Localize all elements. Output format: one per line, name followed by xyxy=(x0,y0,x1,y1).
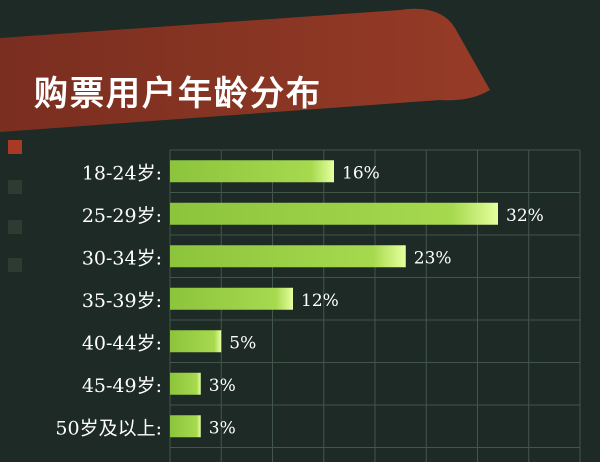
bar xyxy=(170,245,406,268)
chart-title: 购票用户年龄分布 xyxy=(34,74,322,114)
legend-square xyxy=(8,258,22,272)
category-label: 25-29岁: xyxy=(82,205,162,227)
bar xyxy=(170,372,201,395)
category-label: 50岁及以上: xyxy=(55,417,162,439)
value-label: 5% xyxy=(229,333,256,353)
category-label: 30-34岁: xyxy=(82,247,162,269)
category-label: 40-44岁: xyxy=(82,332,162,354)
category-label: 35-39岁: xyxy=(82,290,162,312)
value-label: 3% xyxy=(209,418,236,438)
legend-square xyxy=(8,180,22,194)
bar xyxy=(170,202,498,225)
value-label: 12% xyxy=(301,291,339,311)
bar xyxy=(170,330,222,353)
value-label: 23% xyxy=(414,248,452,268)
category-label: 45-49岁: xyxy=(82,375,162,397)
value-label: 3% xyxy=(209,376,236,396)
bar xyxy=(170,415,201,438)
bar xyxy=(170,287,293,310)
title-banner xyxy=(0,8,490,132)
category-label: 18-24岁: xyxy=(82,162,162,184)
bar xyxy=(170,160,334,183)
legend-square xyxy=(8,140,22,154)
value-label: 32% xyxy=(506,206,544,226)
value-label: 16% xyxy=(342,163,380,183)
legend-square xyxy=(8,220,22,234)
